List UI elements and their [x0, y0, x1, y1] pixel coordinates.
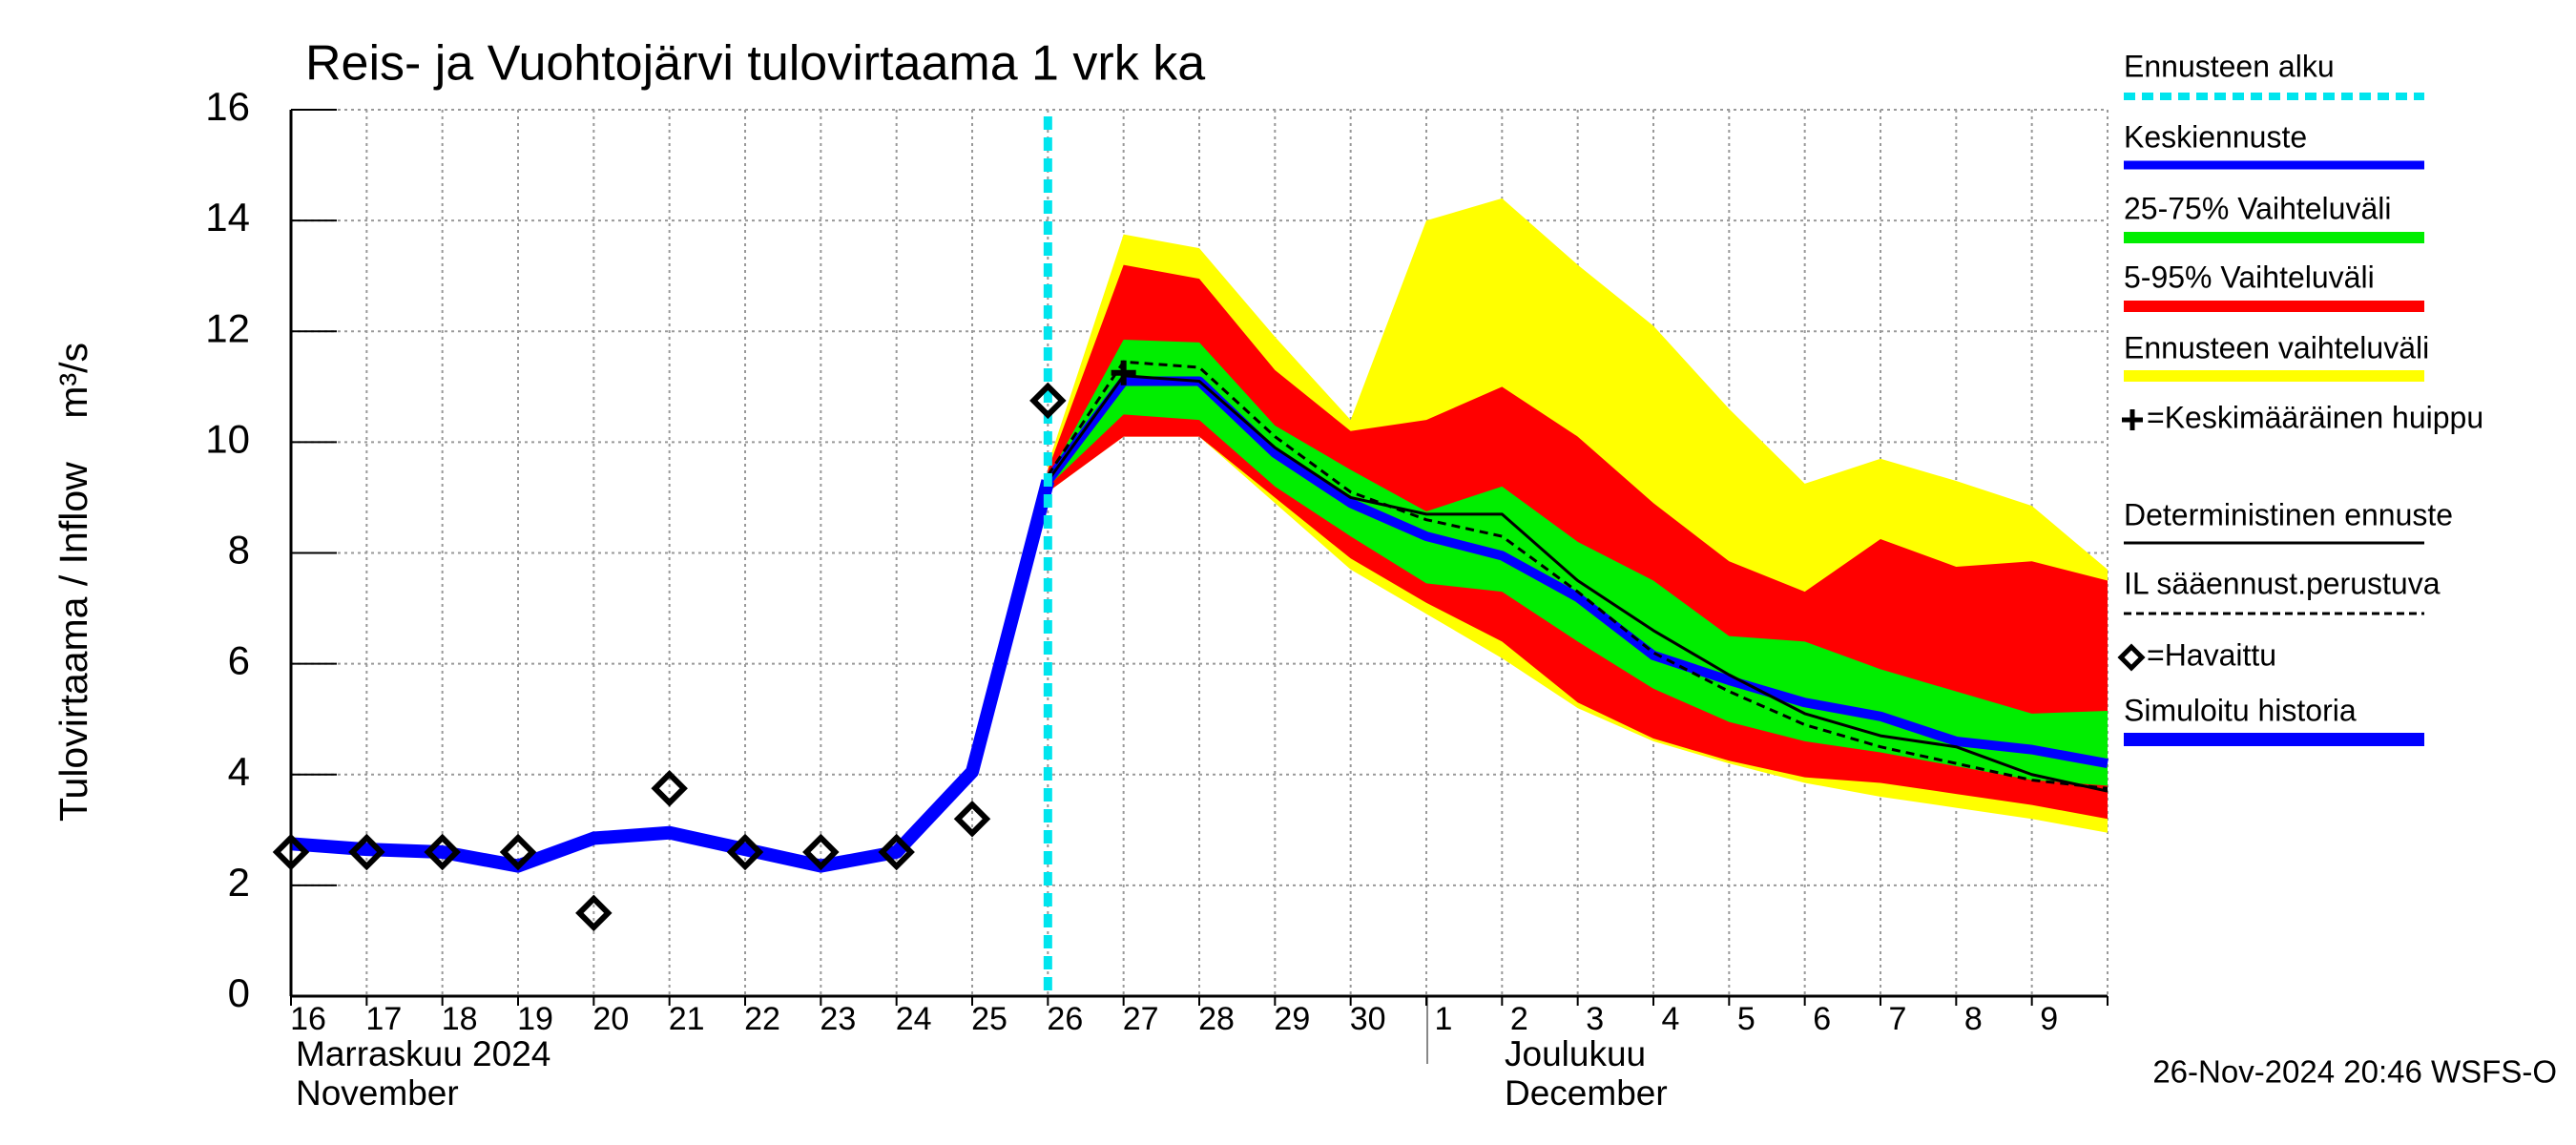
legend-label: =Havaittu: [2147, 637, 2276, 672]
x-tick-label: 5: [1737, 1001, 1755, 1037]
observed-marker: [651, 770, 688, 807]
x-tick-label: 2: [1510, 1001, 1528, 1037]
x-tick-label: 3: [1586, 1001, 1604, 1037]
y-tick-label: 4: [228, 749, 250, 794]
x-tick-label: 6: [1813, 1001, 1831, 1037]
x-tick-label: 19: [517, 1001, 553, 1037]
y-tick-label: 2: [228, 860, 250, 905]
x-tick-label: 28: [1198, 1001, 1235, 1037]
observed-marker: [726, 833, 764, 871]
x-tick-label: 29: [1274, 1001, 1310, 1037]
legend-label: Ennusteen vaihteluväli: [2124, 330, 2429, 364]
x-tick-label: 21: [669, 1001, 705, 1037]
observed-marker: [348, 833, 385, 871]
footer: 26-Nov-2024 20:46 WSFS-O: [2152, 1054, 2557, 1090]
x-tick-label: 27: [1123, 1001, 1159, 1037]
observed-marker: [424, 833, 461, 871]
x-tick-label: 25: [971, 1001, 1008, 1037]
y-tick-label: 8: [228, 528, 250, 572]
observed-marker: [953, 800, 991, 838]
y-tick-label: 16: [205, 84, 250, 129]
x-tick-label: 20: [592, 1001, 629, 1037]
y-tick-label: 0: [228, 970, 250, 1015]
y-axis-label: Tulovirtaama / Inflow m³/s: [52, 343, 95, 822]
x-tick-label: 26: [1047, 1001, 1083, 1037]
legend-label: Simuloitu historia: [2124, 693, 2357, 727]
x-tick-label: 17: [365, 1001, 402, 1037]
month-label: November: [296, 1073, 459, 1113]
legend-label: Ennusteen alku: [2124, 49, 2335, 83]
peak-marker: [1111, 360, 1136, 385]
legend-label: IL sääennust.perustuva: [2124, 566, 2441, 600]
observed-marker: [1029, 382, 1067, 420]
dashed-line: [1047, 360, 2109, 790]
chart-title: Reis- ja Vuohtojärvi tulovirtaama 1 vrk …: [305, 36, 1205, 92]
month-label: Marraskuu 2024: [296, 1034, 551, 1073]
legend-label: Keskiennuste: [2124, 119, 2307, 154]
band: [1048, 339, 2108, 786]
x-tick-label: 7: [1889, 1001, 1907, 1037]
y-tick-label: 14: [205, 195, 250, 239]
x-tick-label: 16: [290, 1001, 326, 1037]
x-tick-label: 1: [1435, 1001, 1453, 1037]
x-tick-label: 22: [744, 1001, 780, 1037]
x-tick-label: 9: [2040, 1001, 2058, 1037]
y-tick-label: 6: [228, 638, 250, 683]
legend-label: 25-75% Vaihteluväli: [2124, 191, 2391, 225]
observed-marker: [802, 833, 840, 871]
y-tick-label: 10: [205, 416, 250, 461]
legend-label: 5-95% Vaihteluväli: [2124, 260, 2375, 294]
legend-label: Deterministinen ennuste: [2124, 497, 2453, 531]
x-tick-label: 30: [1350, 1001, 1386, 1037]
x-tick-label: 24: [896, 1001, 932, 1037]
x-tick-label: 4: [1662, 1001, 1680, 1037]
line: [290, 479, 1055, 873]
legend-marker: [2117, 643, 2146, 672]
observed-marker: [575, 894, 613, 932]
legend-marker: [2122, 409, 2143, 430]
legend-label: =Keskimääräinen huippu: [2147, 400, 2483, 434]
x-tick-label: 8: [1964, 1001, 1983, 1037]
observed-marker: [878, 833, 915, 871]
month-label: Joulukuu: [1505, 1034, 1646, 1073]
month-label: December: [1505, 1073, 1668, 1113]
y-tick-label: 12: [205, 305, 250, 350]
observed-marker: [499, 833, 537, 871]
line: [1047, 374, 2109, 793]
x-tick-label: 23: [820, 1001, 856, 1037]
x-tick-label: 18: [442, 1001, 478, 1037]
